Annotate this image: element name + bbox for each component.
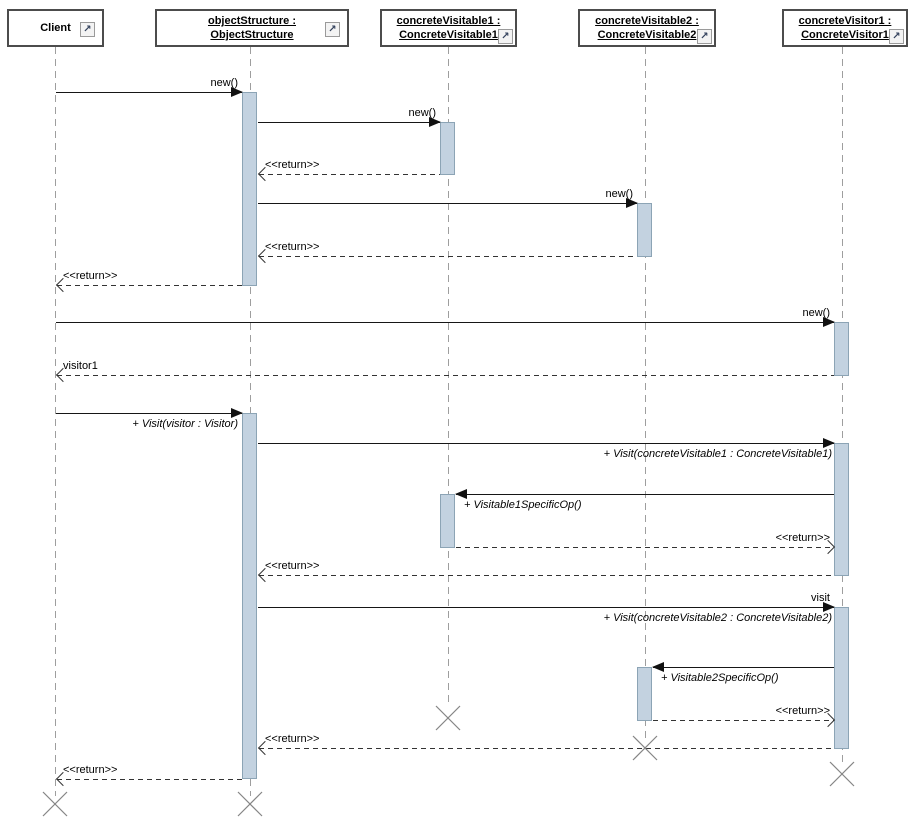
message-line <box>258 607 834 608</box>
lifeline-head-client[interactable]: Client ↗ <box>7 9 104 47</box>
arrowhead-icon <box>231 87 243 97</box>
message-line <box>56 413 242 414</box>
message-label: <<return>> <box>265 733 320 745</box>
lifeline-head-concretevisitable1[interactable]: concreteVisitable1 : ConcreteVisitable1 … <box>380 9 517 47</box>
open-diagram-icon[interactable]: ↗ <box>498 29 513 44</box>
message-line <box>653 667 834 668</box>
message-line <box>456 494 834 495</box>
arrowhead-icon <box>455 489 467 499</box>
lifeline-concretevisitable2 <box>645 47 646 738</box>
destroy-x-icon <box>237 791 263 817</box>
open-diagram-icon[interactable]: ↗ <box>697 29 712 44</box>
lifeline-type: ConcreteVisitable1 <box>399 29 498 41</box>
lifeline-type: ConcreteVisitor1 <box>801 29 889 41</box>
message-label: <<return>> <box>63 764 118 776</box>
lifeline-head-concretevisitable2[interactable]: concreteVisitable2 : ConcreteVisitable2 … <box>578 9 716 47</box>
arrowhead-icon <box>823 438 835 448</box>
destroy-x-icon <box>42 791 68 817</box>
lifeline-concretevisitable1 <box>448 47 449 707</box>
activation-concretevisitable2-1 <box>637 203 652 257</box>
destroy-x-icon <box>632 735 658 761</box>
message-line <box>57 779 242 780</box>
message-line <box>259 575 834 576</box>
lifeline-head-concretevisitor1[interactable]: concreteVisitor1 : ConcreteVisitor1 ↗ <box>782 9 908 47</box>
message-label: visit <box>811 592 830 604</box>
open-diagram-icon[interactable]: ↗ <box>889 29 904 44</box>
message-line <box>258 443 834 444</box>
message-line <box>653 720 834 721</box>
message-line <box>259 174 440 175</box>
lifeline-type: ConcreteVisitable2 <box>597 29 697 41</box>
message-line <box>57 375 834 376</box>
destroy-x-icon <box>435 705 461 731</box>
lifeline-name: concreteVisitable1 : <box>396 15 501 27</box>
message-line <box>259 256 637 257</box>
message-line <box>456 547 834 548</box>
activation-concretevisitable1-2 <box>440 494 455 548</box>
message-label: new() <box>408 107 436 119</box>
open-diagram-icon[interactable]: ↗ <box>325 22 340 37</box>
message-label: new() <box>605 188 633 200</box>
arrowhead-icon <box>823 317 835 327</box>
message-label: new() <box>210 77 238 89</box>
arrowhead-icon <box>231 408 243 418</box>
activation-objectstructure-2 <box>242 413 257 779</box>
activation-objectstructure-1 <box>242 92 257 286</box>
message-label: <<return>> <box>265 159 320 171</box>
message-label: + Visitable1SpecificOp() <box>464 499 582 511</box>
message-label: + Visitable2SpecificOp() <box>661 672 779 684</box>
lifeline-name: Client <box>40 22 71 34</box>
lifeline-name: concreteVisitable2 : <box>595 15 699 27</box>
lifeline-type: ObjectStructure <box>210 29 294 41</box>
activation-concretevisitor1-1 <box>834 322 849 376</box>
arrowhead-icon <box>626 198 638 208</box>
message-line <box>259 748 834 749</box>
message-line <box>56 92 242 93</box>
activation-concretevisitable2-2 <box>637 667 652 721</box>
message-line <box>258 122 440 123</box>
message-line <box>258 203 637 204</box>
message-label: + Visit(concreteVisitable2 : ConcreteVis… <box>603 612 832 624</box>
message-line <box>57 285 242 286</box>
arrowhead-icon <box>652 662 664 672</box>
message-label: <<return>> <box>265 560 320 572</box>
arrowhead-icon <box>823 602 835 612</box>
message-label: <<return>> <box>265 241 320 253</box>
activation-concretevisitable1-1 <box>440 122 455 175</box>
lifeline-head-objectstructure[interactable]: objectStructure : ObjectStructure ↗ <box>155 9 349 47</box>
message-label: new() <box>802 307 830 319</box>
message-label: + Visit(visitor : Visitor) <box>132 418 238 430</box>
open-diagram-icon[interactable]: ↗ <box>80 22 95 37</box>
arrowhead-icon <box>429 117 441 127</box>
message-label: <<return>> <box>775 532 830 544</box>
lifeline-client <box>55 47 56 796</box>
lifeline-concretevisitor1 <box>842 47 843 765</box>
message-label: <<return>> <box>775 705 830 717</box>
message-label: + Visit(concreteVisitable1 : ConcreteVis… <box>603 448 832 460</box>
message-label: <<return>> <box>63 270 118 282</box>
message-line <box>56 322 834 323</box>
activation-concretevisitor1-3 <box>834 607 849 749</box>
lifeline-name: concreteVisitor1 : <box>798 15 892 27</box>
destroy-x-icon <box>829 761 855 787</box>
message-label: visitor1 <box>63 360 98 372</box>
activation-concretevisitor1-2 <box>834 443 849 576</box>
lifeline-name: objectStructure : <box>207 15 296 27</box>
